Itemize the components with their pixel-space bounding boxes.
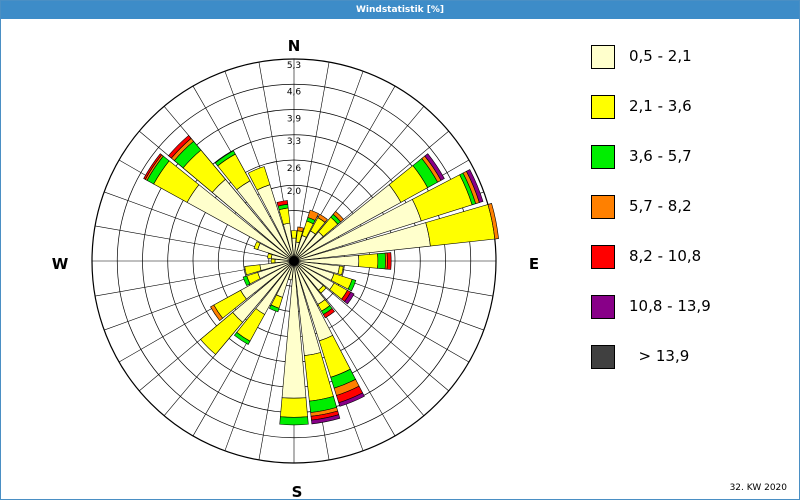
legend-swatch xyxy=(591,195,615,219)
rose-segment xyxy=(168,135,192,159)
rose-segment xyxy=(307,209,320,221)
rose-segment xyxy=(280,397,308,418)
legend-label: 10,8 - 13,9 xyxy=(629,297,711,315)
rose-segment xyxy=(347,278,357,292)
radial-tick-label: 3,3 xyxy=(287,137,301,147)
rose-segment xyxy=(344,291,355,305)
center-dot xyxy=(289,256,299,266)
legend-swatch xyxy=(591,345,615,369)
rose-segment xyxy=(466,169,484,203)
radial-tick-label: 2,0 xyxy=(287,187,302,197)
rose-segment xyxy=(210,304,224,322)
window-title: Windstatistik [%] xyxy=(1,1,799,19)
rose-segment xyxy=(377,252,386,270)
legend-label: 0,5 - 2,1 xyxy=(629,47,692,65)
rose-segment xyxy=(253,241,261,250)
legend-label: 8,2 - 10,8 xyxy=(629,247,702,265)
rose-segment xyxy=(268,304,280,313)
legend-swatch xyxy=(591,145,615,169)
legend-label: 3,6 - 5,7 xyxy=(629,147,692,165)
rose-segment xyxy=(322,308,335,319)
rose-segment xyxy=(247,166,271,191)
rose-segment xyxy=(276,200,289,207)
rose-segment xyxy=(386,252,392,270)
legend-item: 2,1 - 3,6 xyxy=(591,95,791,145)
rose-segment xyxy=(317,213,328,223)
legend-label: 2,1 - 3,6 xyxy=(629,97,692,115)
rose-segment xyxy=(242,275,251,287)
legend-item: 8,2 - 10,8 xyxy=(591,245,791,295)
rose-segment xyxy=(143,153,163,180)
rose-segment xyxy=(296,226,304,233)
legend-label: 5,7 - 8,2 xyxy=(629,197,692,215)
rose-segment xyxy=(338,392,365,407)
rose-segment xyxy=(279,416,309,426)
radial-tick-label: 4,6 xyxy=(287,88,302,98)
legend-swatch xyxy=(591,295,615,319)
rose-segment xyxy=(200,312,243,355)
grid-spoke xyxy=(258,260,295,460)
radial-tick-label: 3,9 xyxy=(287,114,302,124)
legend-swatch xyxy=(591,95,615,119)
legend-swatch xyxy=(591,45,615,69)
cardinal-label-w: W xyxy=(52,255,69,273)
rose-segment xyxy=(311,414,341,425)
wind-rose-chart: 2,0 2,6 3,3 3,9 4,6 5,3 N E S W xyxy=(52,37,539,499)
rose-segment xyxy=(270,258,276,264)
speed-legend: 0,5 - 2,1 2,1 - 3,6 3,6 - 5,7 5,7 - 8,2 8,2 … xyxy=(591,45,791,395)
cardinal-label-s: S xyxy=(292,483,303,499)
cardinal-label-n: N xyxy=(288,37,301,55)
rose-segment xyxy=(291,230,297,239)
cardinal-label-e: E xyxy=(529,255,539,273)
radial-tick-label: 5,3 xyxy=(287,61,301,71)
legend-item: > 13,9 xyxy=(591,345,791,395)
rose-segment xyxy=(424,153,445,181)
rose-segment xyxy=(332,210,345,223)
rose-segment xyxy=(337,265,344,276)
radial-tick-label: 2,6 xyxy=(287,164,302,174)
rose-segment xyxy=(214,150,236,167)
rose-segment xyxy=(358,253,379,269)
legend-item: 10,8 - 13,9 xyxy=(591,295,791,345)
rose-segment xyxy=(267,253,273,259)
legend-item: 3,6 - 5,7 xyxy=(591,145,791,195)
rose-segment xyxy=(233,331,251,345)
legend-item: 5,7 - 8,2 xyxy=(591,195,791,245)
legend-label: > 13,9 xyxy=(629,347,690,365)
week-label: 32. KW 2020 xyxy=(729,483,787,493)
rose-segment xyxy=(318,285,327,294)
grid-spoke xyxy=(95,225,295,262)
legend-item: 0,5 - 2,1 xyxy=(591,45,791,95)
rose-segment xyxy=(487,203,499,240)
rose-segment xyxy=(244,264,262,276)
legend-swatch xyxy=(591,245,615,269)
